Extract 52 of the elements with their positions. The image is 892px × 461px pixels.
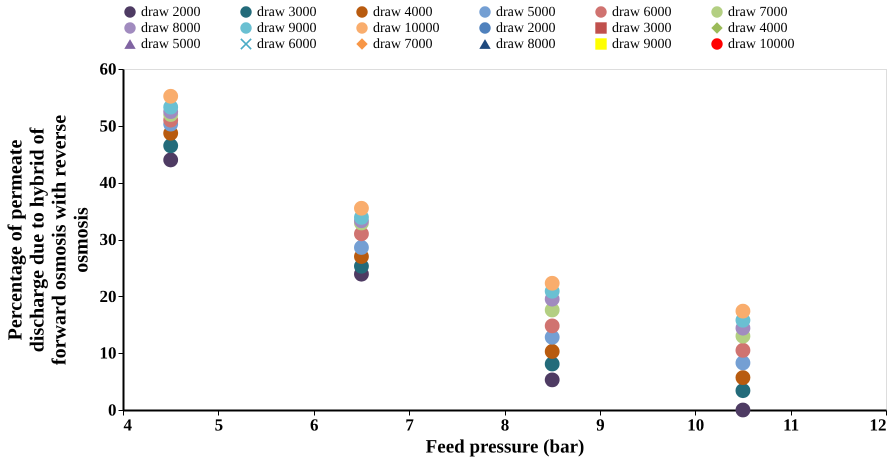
- point: [163, 138, 178, 154]
- y-tick-label: 60: [100, 60, 116, 78]
- point: [544, 318, 560, 334]
- x-tick-label: 7: [405, 416, 414, 434]
- y-tick-label: 0: [108, 400, 116, 420]
- x-tick-label: 6: [310, 416, 318, 434]
- point: [736, 355, 750, 370]
- x-tick-label: 5: [214, 416, 224, 434]
- legend-label: draw 4000: [728, 21, 788, 36]
- point: [736, 370, 750, 386]
- y-tick-label: 10: [100, 344, 116, 363]
- x-tick-label: 10: [687, 416, 704, 434]
- y-tick-label: 50: [100, 116, 116, 136]
- legend-label: draw 5000: [141, 37, 200, 52]
- y-tick-label: 20: [100, 286, 116, 306]
- x-axis-title: Feed pressure (bar): [426, 436, 584, 458]
- point: [354, 200, 369, 216]
- point: [736, 383, 750, 398]
- legend-label: draw 2000: [496, 21, 556, 36]
- legend-label: draw 10000: [728, 37, 794, 52]
- legend-label: draw 8000: [141, 21, 200, 36]
- legend-label: draw 4000: [373, 5, 432, 20]
- legend-label: draw 2000: [141, 5, 200, 20]
- point: [544, 276, 560, 291]
- legend-label: draw 6000: [257, 37, 316, 52]
- y-tick-label: 30: [100, 230, 116, 249]
- y-axis-title: Percentage of permeate discharge due to hybrid of forward osmosis with reverse osmosis: [4, 114, 92, 366]
- legend-label: draw 9000: [257, 21, 316, 36]
- x-tick-label: 4: [124, 416, 132, 434]
- legend-label: draw 8000: [496, 37, 556, 52]
- legend-label: draw 7000: [373, 37, 432, 52]
- point: [544, 372, 560, 388]
- point: [354, 240, 369, 255]
- point: [736, 304, 750, 319]
- legend-label: draw 7000: [728, 5, 788, 20]
- x-tick-label: 12: [870, 416, 886, 434]
- point: [163, 152, 178, 168]
- point: [544, 344, 560, 359]
- legend-label: draw 3000: [257, 5, 316, 20]
- legend-label: draw 9000: [612, 37, 672, 52]
- x-tick-label: 11: [783, 416, 800, 434]
- point: [736, 402, 750, 418]
- point: [163, 88, 178, 104]
- x-tick-label: 8: [500, 416, 510, 434]
- legend-label: draw 3000: [612, 21, 672, 36]
- point: [736, 342, 750, 358]
- x-tick-label: 9: [596, 416, 605, 434]
- legend-label: draw 10000: [373, 21, 440, 36]
- y-tick-label: 40: [100, 173, 116, 192]
- legend-label: draw 6000: [612, 5, 672, 20]
- legend-label: draw 5000: [496, 5, 556, 20]
- point: [544, 356, 560, 372]
